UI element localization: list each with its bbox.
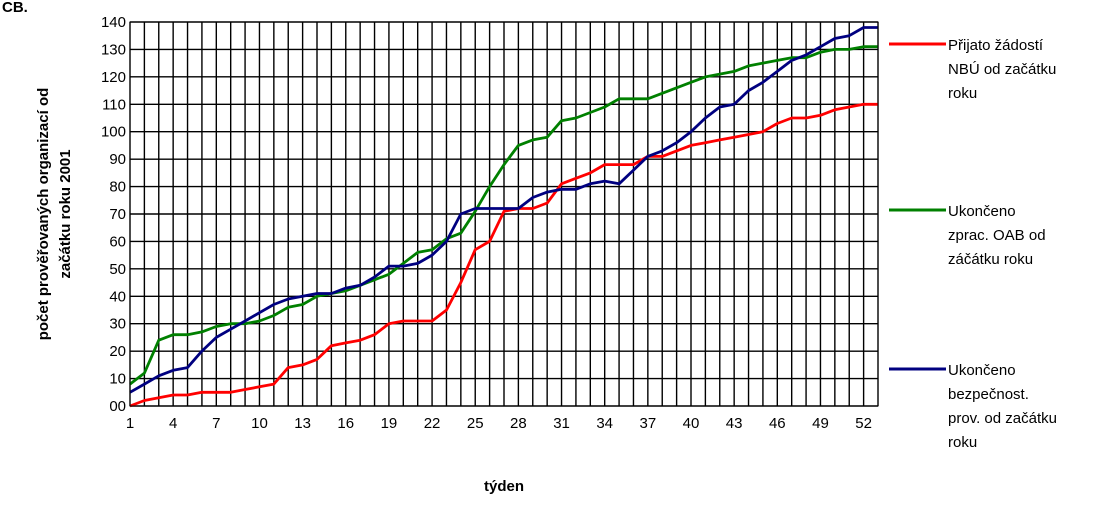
y-axis-title-line: začátku roku 2001	[57, 149, 74, 278]
legend-label-line: roku	[948, 85, 977, 102]
x-axis-title: týden	[484, 478, 524, 495]
y-tick-label: 40	[109, 288, 126, 305]
x-tick-label: 19	[381, 415, 398, 432]
y-tick-label: 10	[109, 371, 126, 388]
y-tick-labels: 00 10 20 30 40 50 60 70 80 90 100 110 120 130 140	[101, 14, 126, 415]
series-lines	[129, 26, 878, 408]
y-tick-label: 20	[109, 343, 126, 360]
x-tick-label: 22	[424, 415, 441, 432]
x-tick-label: 28	[510, 415, 527, 432]
legend-label-line: záčátku roku	[948, 251, 1033, 268]
legend-label-line: roku	[948, 434, 977, 451]
x-tick-label: 31	[553, 415, 570, 432]
y-axis-title-line: počet prověřovaných organizací od	[35, 88, 52, 341]
legend-label: Ukončeno zprac. OAB od záčátku roku	[948, 203, 1046, 268]
legend-label-line: zprac. OAB od	[948, 227, 1046, 244]
y-tick-label: 100	[101, 124, 126, 141]
y-axis-title-text: počet prověřovaných organizací od začátku…	[35, 88, 74, 341]
x-tick-label: 40	[683, 415, 700, 432]
legend: Přijato žádostí NBÚ od začátku rokuUkončen…	[889, 37, 1057, 451]
x-tick-label: 46	[769, 415, 786, 432]
legend-label-line: Přijato žádostí	[948, 37, 1044, 54]
legend-item: Přijato žádostí NBÚ od začátku roku	[889, 37, 1056, 102]
x-tick-label: 49	[812, 415, 829, 432]
y-tick-label: 120	[101, 69, 126, 86]
legend-label-line: bezpečnost.	[948, 386, 1029, 403]
legend-label-line: prov. od začátku	[948, 410, 1057, 427]
x-tick-label: 34	[596, 415, 613, 432]
x-tick-label: 43	[726, 415, 743, 432]
corner-label: CB.	[2, 0, 28, 16]
legend-item: Ukončeno zprac. OAB od záčátku roku	[889, 203, 1046, 268]
y-tick-label: 90	[109, 151, 126, 168]
series-line	[129, 102, 878, 408]
x-tick-label: 4	[169, 415, 177, 432]
series-line	[129, 45, 878, 386]
legend-label-line: Ukončeno	[948, 362, 1016, 379]
x-tick-label: 13	[294, 415, 311, 432]
y-tick-label: 30	[109, 316, 126, 333]
legend-item: Ukončeno bezpečnost. prov. od začátku roku	[889, 362, 1057, 451]
y-tick-label: 80	[109, 179, 126, 196]
x-tick-label: 37	[640, 415, 657, 432]
y-tick-label: 130	[101, 41, 126, 58]
legend-label-line: Ukončeno	[948, 203, 1016, 220]
y-tick-label: 110	[102, 96, 126, 113]
x-tick-label: 16	[337, 415, 354, 432]
y-tick-label: 70	[109, 206, 126, 223]
y-tick-label: 60	[109, 233, 126, 250]
x-tick-labels: 1 4 7 10 13 16 19 22 25 28 31 34 37 40 43 46 49 52	[126, 415, 872, 432]
plot-frame	[129, 21, 879, 407]
legend-label: Přijato žádostí NBÚ od začátku roku	[948, 37, 1056, 102]
x-tick-label: 7	[212, 415, 220, 432]
y-axis-title: počet prověřovaných organizací od začátku…	[35, 88, 74, 341]
y-tick-label: 00	[109, 398, 126, 415]
y-tick-label: 50	[109, 261, 126, 278]
legend-label: Ukončeno bezpečnost. prov. od začátku roku	[948, 362, 1057, 451]
y-tick-label: 140	[101, 14, 126, 31]
x-tick-label: 52	[855, 415, 872, 432]
x-tick-label: 1	[126, 415, 134, 432]
legend-label-line: NBÚ od začátku	[948, 61, 1056, 78]
series-line	[129, 26, 878, 394]
x-tick-label: 25	[467, 415, 484, 432]
x-tick-label: 10	[251, 415, 268, 432]
plot-grid	[129, 21, 879, 407]
